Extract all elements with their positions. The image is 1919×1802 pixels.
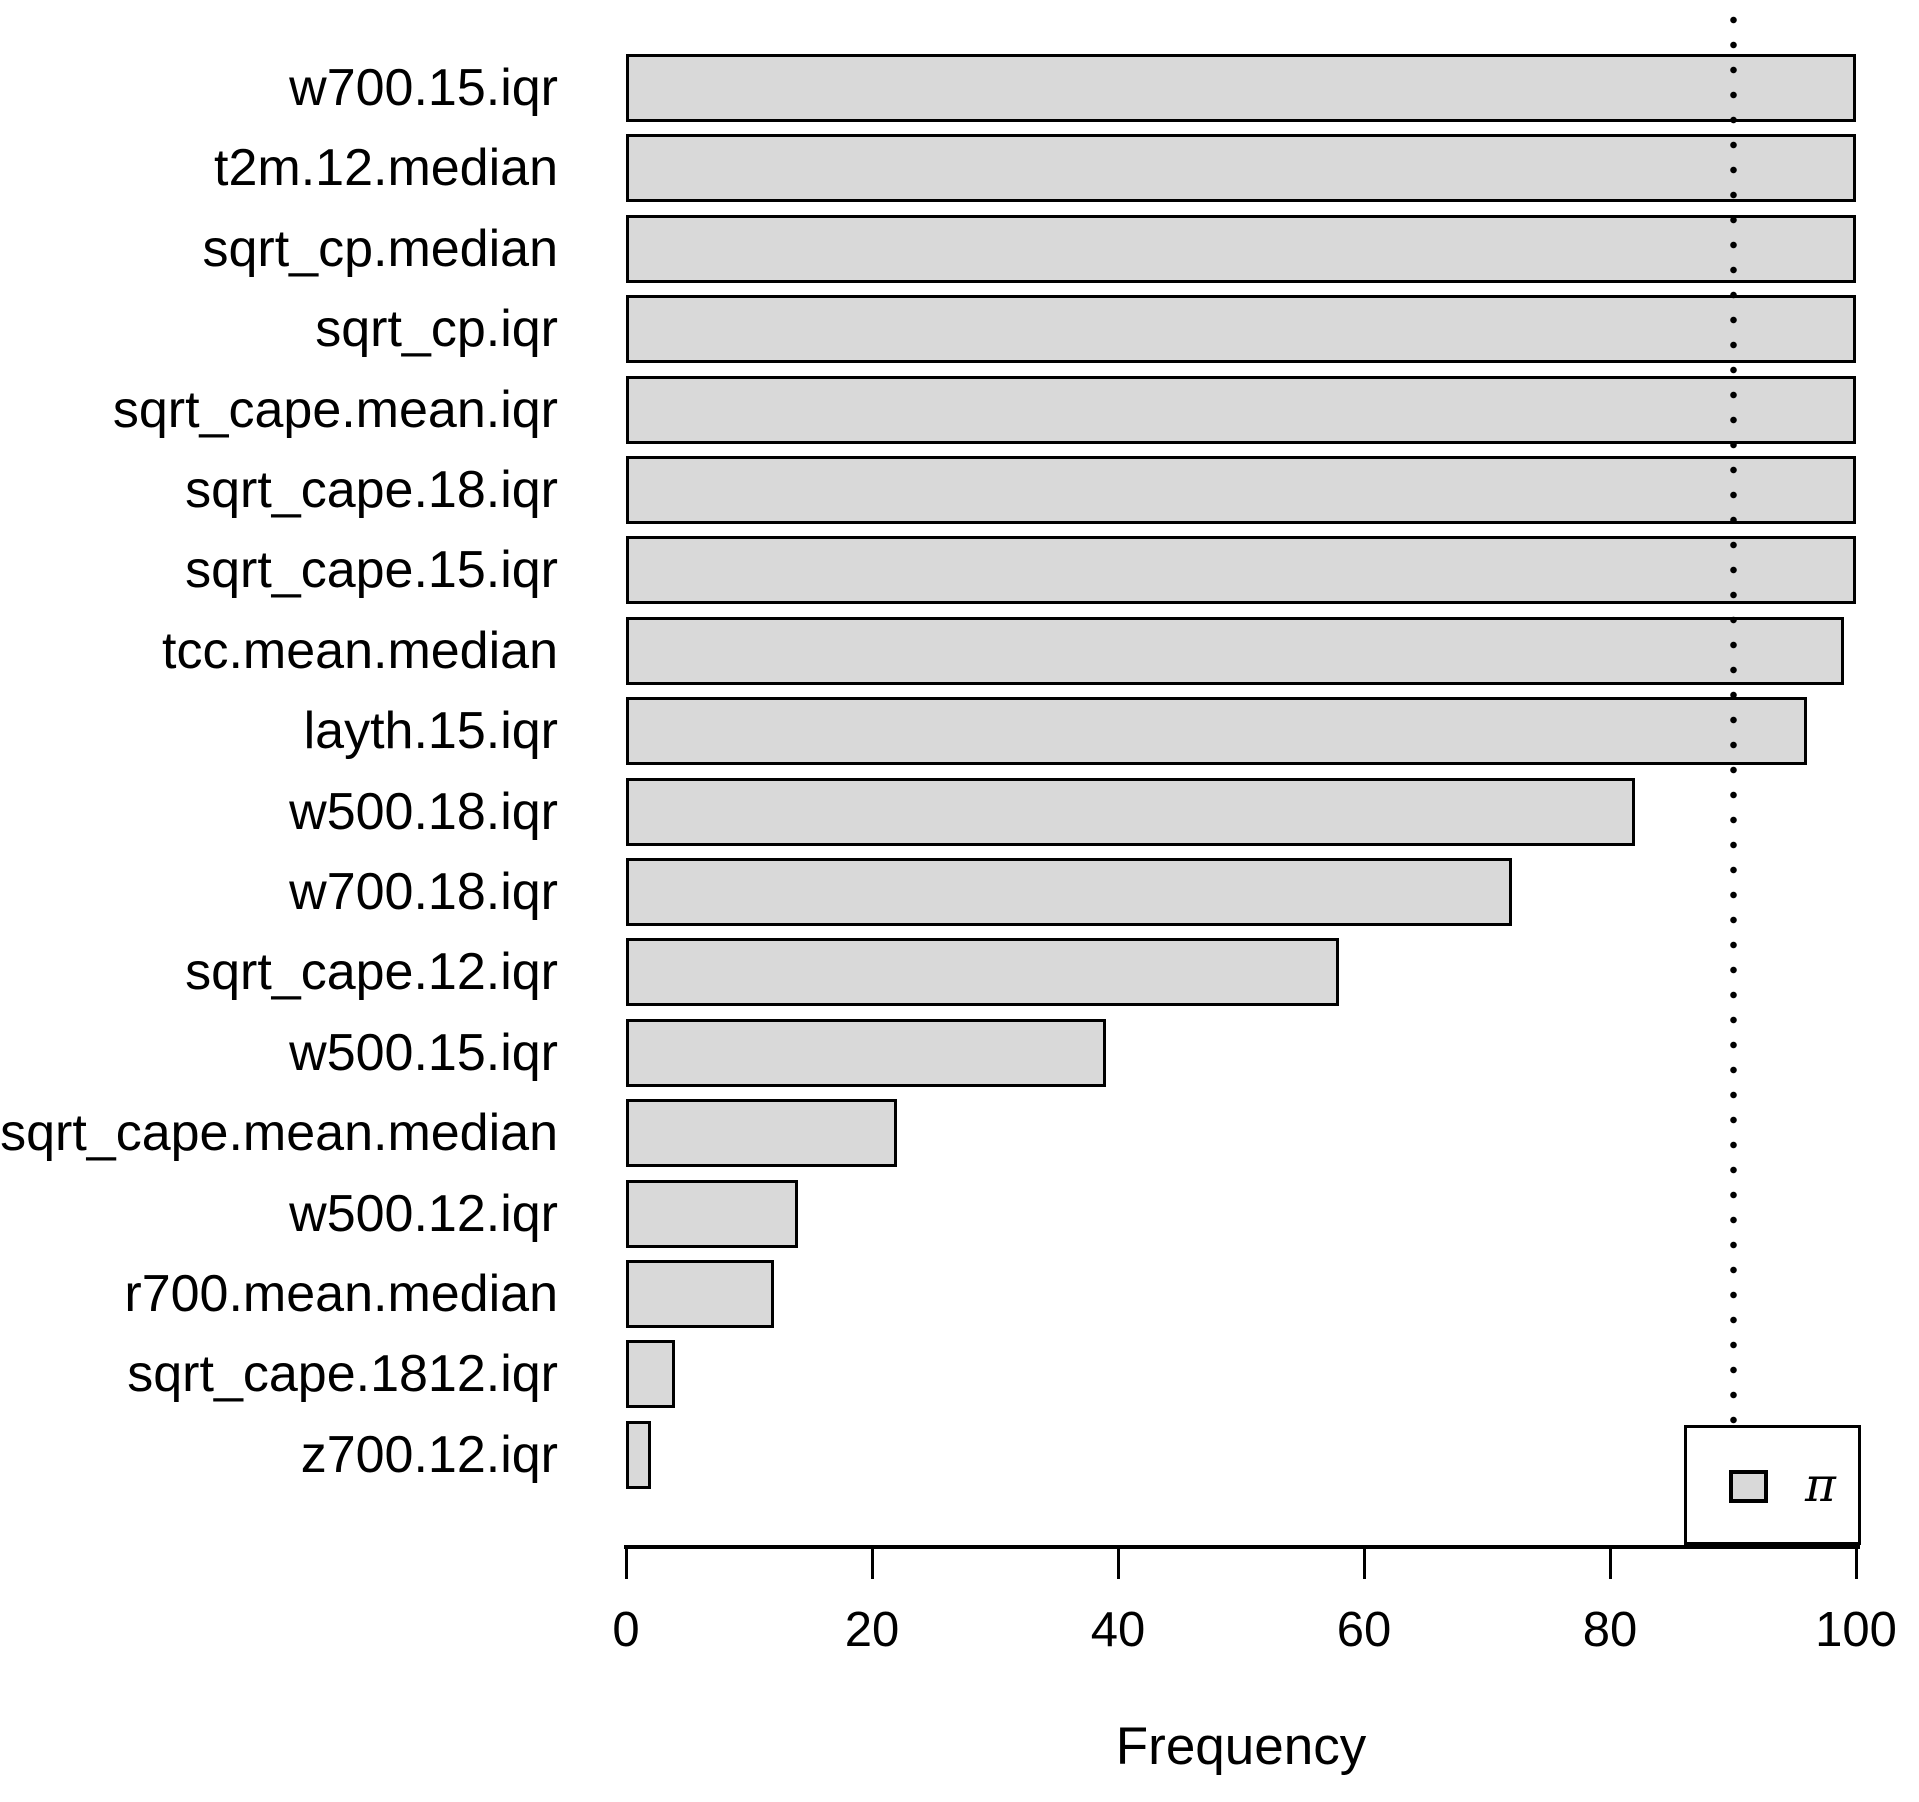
category-label: layth.15.iqr (303, 702, 558, 761)
bar (626, 777, 1635, 846)
x-tick-label: 100 (1815, 1603, 1897, 1657)
category-label: r700.mean.median (124, 1265, 558, 1323)
bar (626, 1099, 897, 1168)
bar (626, 1179, 799, 1248)
bar (626, 938, 1340, 1007)
x-axis-line (624, 1545, 1860, 1549)
category-label: t2m.12.median (214, 139, 558, 198)
category-label: sqrt_cp.iqr (315, 300, 558, 359)
x-tick-mark (1116, 1549, 1120, 1579)
x-tick-mark (870, 1549, 874, 1579)
x-tick-mark (1854, 1549, 1858, 1579)
category-label: tcc.mean.median (162, 621, 558, 680)
x-tick-label: 20 (844, 1603, 900, 1657)
x-axis-title: Frequency (1115, 1717, 1367, 1776)
legend-swatch (1729, 1470, 1768, 1503)
category-label: w700.18.iqr (289, 863, 558, 921)
x-tick-mark (1608, 1549, 1612, 1579)
bar (626, 616, 1844, 685)
legend-label: π (1805, 1458, 1836, 1513)
bar (626, 697, 1807, 766)
bar (626, 1260, 774, 1328)
category-label: sqrt_cp.median (202, 219, 558, 278)
category-label: w500.18.iqr (289, 782, 558, 841)
bar (626, 1420, 651, 1489)
x-tick-label: 60 (1336, 1603, 1392, 1657)
x-tick-mark (1362, 1549, 1366, 1579)
bar (626, 456, 1856, 524)
bar (626, 1340, 676, 1409)
bar (626, 1018, 1106, 1087)
x-tick-mark (624, 1549, 628, 1579)
bar (626, 375, 1856, 444)
legend: π (1684, 1425, 1861, 1545)
category-label: sqrt_cape.mean.iqr (112, 380, 558, 439)
x-tick-label: 0 (612, 1603, 640, 1657)
threshold-dotted-line (1729, 8, 1737, 1425)
bar (626, 134, 1856, 203)
bar (626, 858, 1512, 926)
bar (626, 54, 1856, 122)
category-label: w500.15.iqr (289, 1023, 558, 1082)
category-label: sqrt_cape.18.iqr (185, 461, 558, 519)
category-label: sqrt_cape.15.iqr (185, 541, 558, 600)
category-label: z700.12.iqr (300, 1425, 558, 1484)
category-label: sqrt_cape.mean.median (0, 1104, 558, 1163)
x-tick-label: 80 (1582, 1603, 1638, 1657)
category-label: sqrt_cape.12.iqr (185, 943, 558, 1002)
bar (626, 536, 1856, 605)
category-label: w700.15.iqr (289, 59, 558, 117)
category-label: w500.12.iqr (289, 1184, 558, 1243)
x-tick-label: 40 (1090, 1603, 1146, 1657)
bar (626, 214, 1856, 283)
bar (626, 295, 1856, 364)
category-label: sqrt_cape.1812.iqr (127, 1345, 558, 1404)
